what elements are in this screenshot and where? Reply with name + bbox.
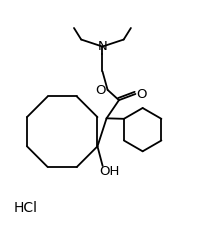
Text: O: O	[96, 84, 106, 96]
Text: N: N	[98, 40, 107, 53]
Text: OH: OH	[99, 164, 119, 177]
Text: O: O	[136, 87, 147, 100]
Text: HCl: HCl	[14, 200, 38, 214]
